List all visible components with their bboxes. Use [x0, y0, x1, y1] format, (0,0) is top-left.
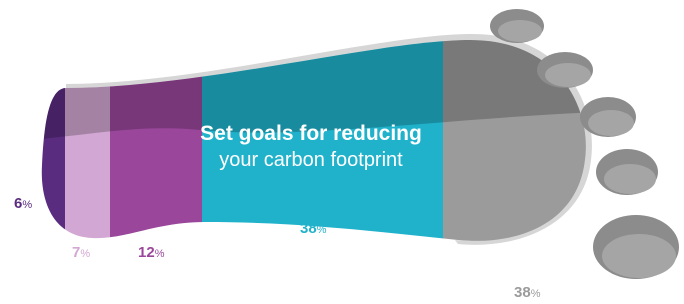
toe-shade [604, 164, 656, 194]
value-unit: % [531, 288, 541, 300]
value-unit: % [317, 224, 327, 236]
value-number: 38 [300, 220, 317, 237]
value-unit: % [155, 248, 165, 260]
value-label: 7% [72, 244, 90, 261]
value-number: 6 [14, 195, 22, 212]
toe-shade [588, 110, 634, 136]
value-label: 38% [514, 284, 541, 301]
value-number: 7 [72, 244, 80, 261]
chart: Set goals for reducing your carbon footp… [0, 0, 684, 304]
subtitle: your carbon footprint [219, 149, 403, 171]
value-number: 38 [514, 284, 531, 301]
page: {"chart_data": {"type": "footprint", "ti… [0, 0, 684, 304]
toe-shade [602, 234, 676, 278]
toe-shade [498, 20, 542, 42]
value-unit: % [80, 248, 90, 260]
value-label: 6% [14, 195, 32, 212]
toe-shade [545, 63, 591, 87]
segment [110, 20, 202, 260]
value-label: 12% [138, 244, 165, 261]
segment [65, 20, 110, 260]
segment [30, 20, 65, 260]
title: Set goals for reducing [200, 122, 422, 145]
value-number: 12 [138, 244, 155, 261]
value-unit: % [22, 199, 32, 211]
